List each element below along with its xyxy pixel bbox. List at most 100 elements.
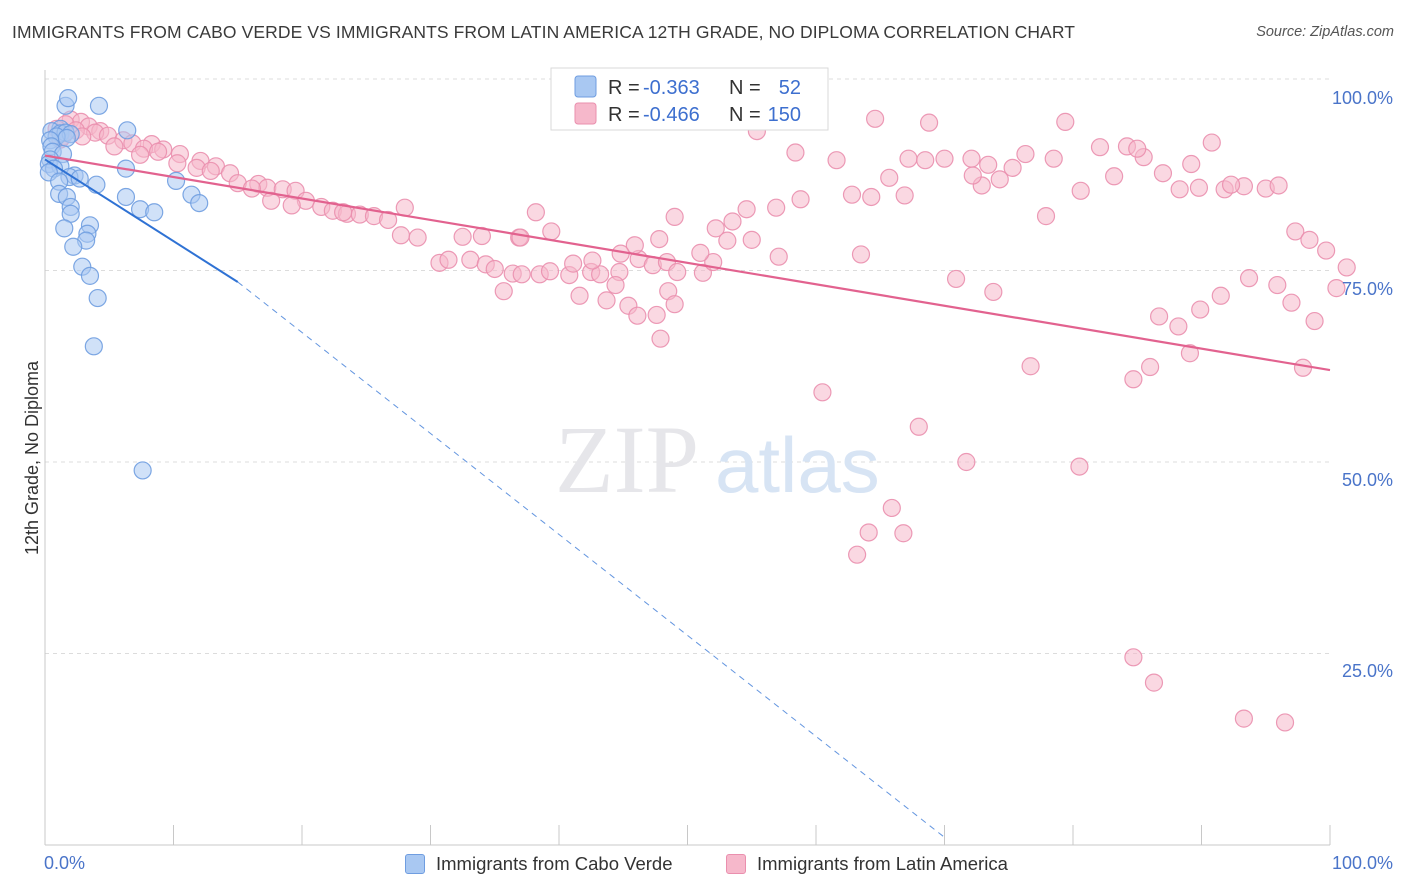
legend-item-cabo-verde[interactable]: Immigrants from Cabo Verde xyxy=(405,851,672,877)
latin-america-point xyxy=(1071,181,1090,200)
legend-label-cabo-verde: Immigrants from Cabo Verde xyxy=(436,853,673,874)
latin-america-point xyxy=(894,524,913,543)
legend-r-label: R = xyxy=(608,77,640,99)
latin-america-point xyxy=(597,291,616,310)
latin-america-point xyxy=(650,229,669,249)
axes xyxy=(44,70,1331,846)
latin-america-point xyxy=(282,196,301,215)
latin-america-point xyxy=(1202,133,1221,152)
latin-america-point xyxy=(909,417,928,436)
legend-n-label: N = xyxy=(729,77,761,99)
latin-america-point xyxy=(542,222,561,241)
latin-america-point xyxy=(334,203,353,222)
latin-america-point xyxy=(742,230,761,249)
latin-america-point xyxy=(963,166,982,185)
cabo-verde-points xyxy=(39,89,209,480)
latin-america-point xyxy=(1191,300,1210,319)
latin-america-point xyxy=(946,269,966,289)
latin-america-point xyxy=(1282,293,1301,312)
legend-swatch-blue xyxy=(574,75,597,98)
latin-america-point xyxy=(1090,138,1110,157)
latin-america-point xyxy=(935,149,954,168)
latin-america-point xyxy=(813,383,832,402)
y-tick-label-50: 50.0% xyxy=(1342,470,1393,490)
latin-america-point xyxy=(786,143,805,162)
latin-america-point xyxy=(148,142,168,161)
cabo-verde-point xyxy=(133,461,152,480)
trend-lines xyxy=(44,154,1331,838)
source-credit: Source: ZipAtlas.com xyxy=(1256,24,1394,40)
latin-america-point xyxy=(737,200,756,219)
latin-america-point xyxy=(916,151,935,170)
cabo-verde-point xyxy=(84,337,103,356)
latin-america-point xyxy=(526,203,545,222)
cabo-verde-point xyxy=(87,175,106,194)
cabo-verde-point xyxy=(166,171,186,190)
latin-america-point xyxy=(962,149,981,168)
latin-america-point xyxy=(1170,180,1189,199)
latin-america-point xyxy=(485,259,504,279)
latin-america-point xyxy=(842,185,862,204)
cabo-verde-point xyxy=(116,187,136,207)
legend-r-value: -0.466 xyxy=(643,104,700,126)
legend-r-value: -0.363 xyxy=(643,77,700,99)
latin-america-point xyxy=(439,250,458,269)
latin-america-point xyxy=(1149,307,1169,326)
legend-swatch-blue xyxy=(405,854,425,874)
latin-america-point xyxy=(540,262,560,281)
cabo-verde-point xyxy=(190,193,209,213)
latin-america-point xyxy=(848,545,867,564)
latin-america-point xyxy=(570,286,589,305)
latin-america-point xyxy=(1239,269,1259,288)
latin-america-point xyxy=(1182,154,1201,174)
legend-r-label: R = xyxy=(608,104,640,126)
cabo-verde-point xyxy=(118,121,137,140)
latin-america-point xyxy=(453,227,472,246)
latin-america-point xyxy=(1189,178,1209,197)
latin-america-point xyxy=(583,251,602,270)
latin-america-point xyxy=(1293,358,1313,377)
latin-america-point xyxy=(691,243,710,262)
latin-america-point xyxy=(511,228,530,247)
latin-america-point xyxy=(1234,709,1254,728)
chart-title: IMMIGRANTS FROM CABO VERDE VS IMMIGRANTS… xyxy=(12,22,1076,42)
latin-america-point xyxy=(718,231,737,250)
latin-america-point xyxy=(1105,167,1124,186)
latin-america-point xyxy=(1128,139,1147,158)
legend-n-value: 150 xyxy=(768,104,801,126)
latin-america-point xyxy=(201,161,220,181)
latin-america-point xyxy=(1327,279,1346,298)
latin-america-point xyxy=(1124,648,1143,667)
latin-america-point xyxy=(494,282,513,301)
latin-america-point xyxy=(767,198,786,217)
y-tick-label-75: 75.0% xyxy=(1342,279,1393,299)
latin-america-point xyxy=(1317,241,1336,260)
latin-america-point xyxy=(651,329,670,348)
latin-america-point xyxy=(1180,344,1200,363)
latin-america-point xyxy=(862,187,881,207)
latin-america-point xyxy=(628,306,647,325)
latin-america-point xyxy=(984,282,1003,302)
latin-america-point xyxy=(1056,112,1075,131)
latin-america-point xyxy=(1144,673,1164,692)
latin-america-point xyxy=(706,219,725,238)
watermark-zip: ZIP xyxy=(555,406,699,513)
latin-america-point xyxy=(1269,176,1288,195)
legend-n-value: 52 xyxy=(779,77,801,99)
latin-america-point xyxy=(1300,230,1319,249)
cabo-verde-point xyxy=(55,219,74,238)
latin-america-point xyxy=(1169,317,1188,336)
latin-america-point xyxy=(168,154,187,173)
x-tick-label-100: 100.0% xyxy=(1332,853,1393,873)
latin-america-point xyxy=(919,113,939,132)
latin-america-point xyxy=(1221,175,1241,194)
latin-america-point xyxy=(1044,149,1063,168)
latin-america-point xyxy=(1021,357,1040,376)
legend-item-latin-america[interactable]: Immigrants from Latin America xyxy=(726,851,1008,877)
legend-n-label: N = xyxy=(729,104,761,126)
latin-america-point xyxy=(665,207,684,226)
latin-america-point xyxy=(880,168,899,187)
cabo-verde-point xyxy=(88,288,107,308)
latin-america-point xyxy=(668,262,687,282)
latin-america-point xyxy=(1140,357,1160,377)
